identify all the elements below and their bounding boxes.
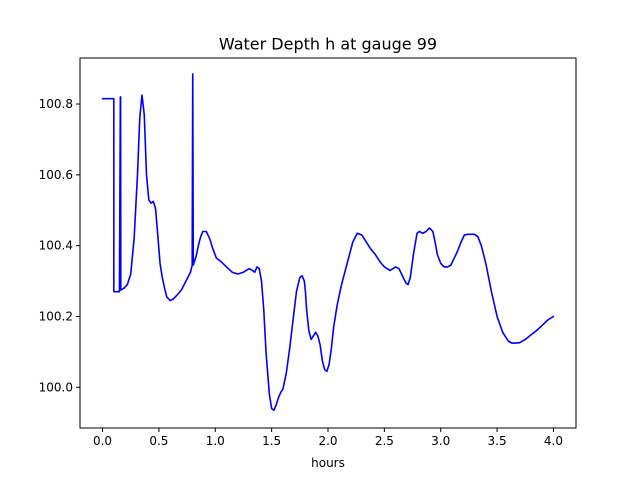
x-tick-label: 0.0: [93, 434, 112, 448]
y-tick-label: 100.6: [39, 168, 73, 182]
y-tick-label: 100.8: [39, 97, 73, 111]
x-tick-label: 2.5: [375, 434, 394, 448]
chart-title: Water Depth h at gauge 99: [219, 35, 437, 54]
x-tick-label: 3.0: [431, 434, 450, 448]
series-line-0: [101, 73, 555, 412]
x-tick-label: 3.5: [488, 434, 507, 448]
x-tick-label: 4.0: [544, 434, 563, 448]
series-layer: [101, 73, 555, 412]
y-tick-label: 100.2: [39, 309, 73, 323]
x-axis: 0.0 0.5 1.0 1.5 2.0 2.5 3.0 3.5 4.0: [93, 428, 563, 448]
x-tick-label: 2.0: [318, 434, 337, 448]
y-tick-label: 100.0: [39, 380, 73, 394]
y-tick-label: 100.4: [39, 239, 73, 253]
x-tick-label: 0.5: [149, 434, 168, 448]
x-tick-label: 1.5: [262, 434, 281, 448]
x-tick-label: 1.0: [206, 434, 225, 448]
y-axis: 100.0 100.2 100.4 100.6 100.8: [39, 97, 80, 394]
x-axis-label: hours: [311, 456, 345, 470]
